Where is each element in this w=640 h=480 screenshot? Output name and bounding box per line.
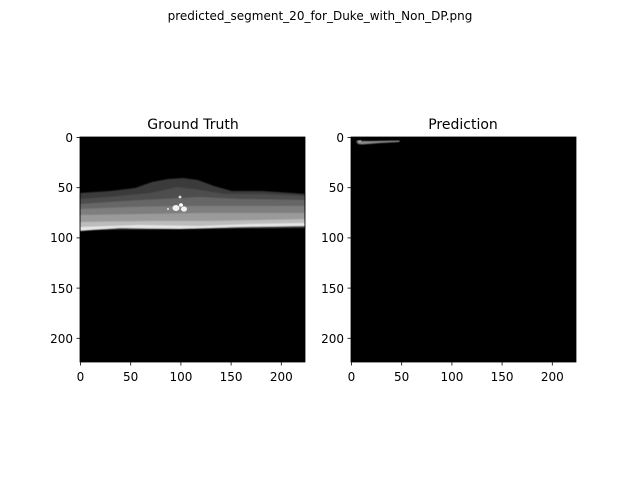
- y-tick-label: 200: [50, 332, 73, 346]
- gt-bright-spot: [181, 206, 187, 212]
- x-tick-label: 50: [123, 370, 138, 384]
- panel-title-ground-truth: Ground Truth: [147, 117, 238, 133]
- y-tick-label: 150: [50, 282, 73, 296]
- prediction-image: [351, 137, 576, 362]
- ground-truth-x-axis: 0 50 100 150 200: [77, 362, 293, 384]
- x-tick-label: 100: [440, 370, 463, 384]
- y-tick-label: 50: [329, 181, 344, 195]
- prediction-background: [351, 137, 576, 362]
- x-tick-label: 150: [491, 370, 514, 384]
- y-tick-label: 50: [58, 181, 73, 195]
- ground-truth-y-axis: 0 50 100 150 200: [50, 131, 80, 346]
- gt-bright-edge: [80, 223, 305, 231]
- panel-prediction: Prediction 0 50 100 150 200 0: [321, 117, 577, 384]
- y-tick-label: 200: [321, 332, 344, 346]
- prediction-sliver-edge: [357, 140, 362, 142]
- x-tick-label: 200: [270, 370, 293, 384]
- prediction-y-axis: 0 50 100 150 200: [321, 131, 351, 346]
- ground-truth-image: [80, 137, 305, 362]
- y-tick-label: 0: [65, 131, 73, 145]
- panel-ground-truth: Ground Truth: [50, 117, 306, 384]
- ground-truth-axes-frame: [79, 136, 306, 363]
- y-tick-label: 0: [336, 131, 344, 145]
- figure-suptitle: predicted_segment_20_for_Duke_with_Non_D…: [168, 9, 473, 23]
- x-tick-label: 150: [220, 370, 243, 384]
- panel-title-prediction: Prediction: [428, 117, 498, 133]
- y-tick-label: 100: [50, 231, 73, 245]
- gt-bright-spot: [179, 203, 183, 207]
- y-tick-label: 100: [321, 231, 344, 245]
- gt-bright-spot: [166, 207, 170, 211]
- x-tick-label: 200: [541, 370, 564, 384]
- gt-bright-spot: [178, 195, 182, 199]
- prediction-x-axis: 0 50 100 150 200: [348, 362, 564, 384]
- prediction-sliver: [356, 140, 400, 145]
- x-tick-label: 0: [77, 370, 85, 384]
- x-tick-label: 0: [348, 370, 356, 384]
- ground-truth-mask-layers: [80, 178, 305, 231]
- y-tick-label: 150: [321, 282, 344, 296]
- gt-bright-spot: [172, 205, 180, 211]
- x-tick-label: 50: [394, 370, 409, 384]
- x-tick-label: 100: [169, 370, 192, 384]
- ground-truth-background: [80, 137, 305, 362]
- prediction-axes-frame: [350, 136, 577, 363]
